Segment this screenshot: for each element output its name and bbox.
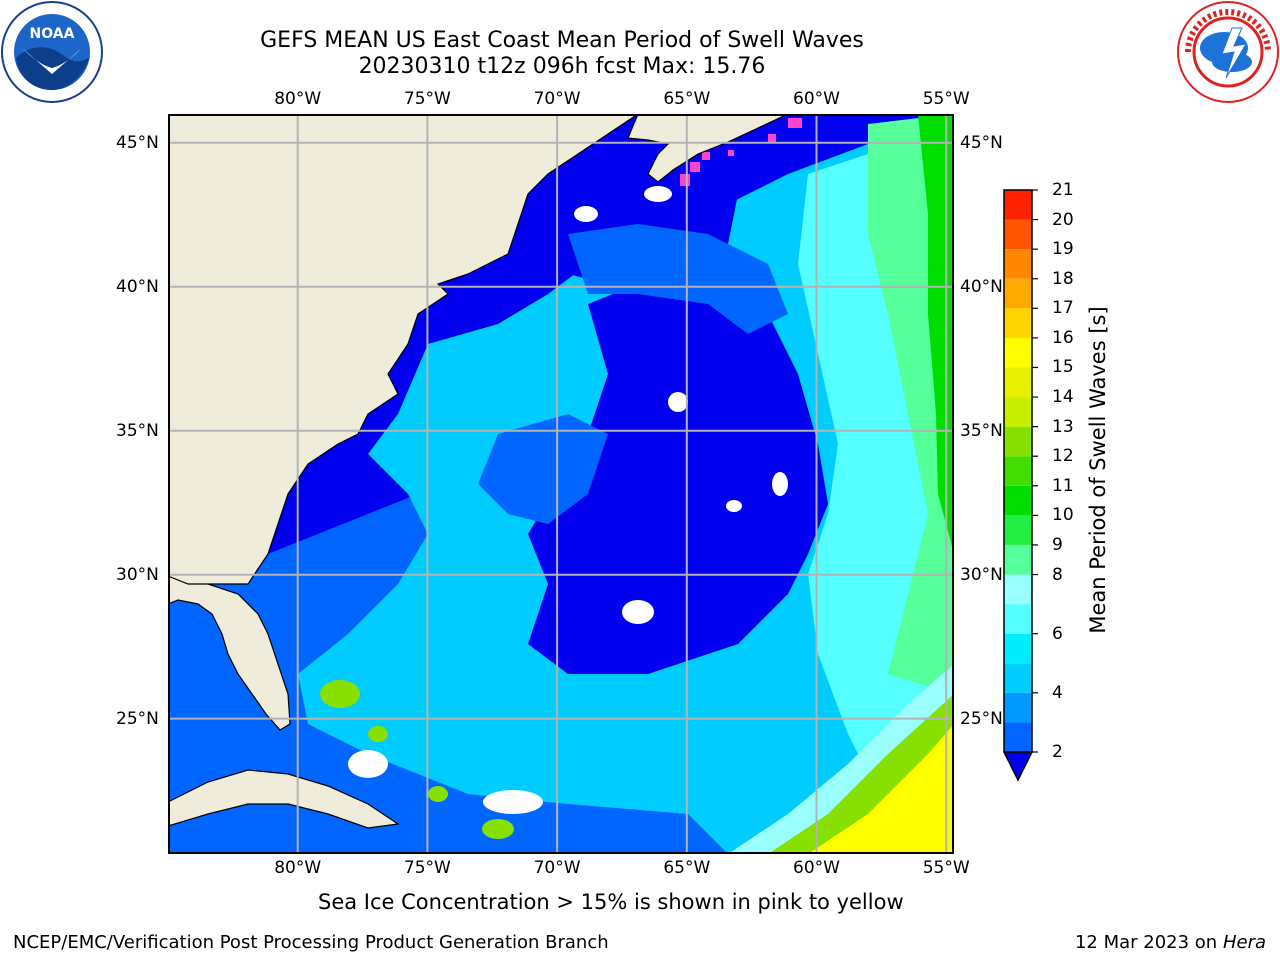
- latitude-label: 35°N: [116, 420, 159, 441]
- colorbar-tick-label: 16: [1052, 327, 1074, 348]
- latitude-label: 40°N: [116, 276, 159, 297]
- producer-credit: NCEP/EMC/Verification Post Processing Pr…: [13, 932, 609, 953]
- latitude-label: 30°N: [960, 564, 1003, 585]
- swell-band-4-6s-inner: [478, 414, 608, 524]
- map-border: [168, 114, 954, 854]
- colorbar-tick-label: 4: [1052, 682, 1063, 703]
- generation-date: 12 Mar 2023 on: [1074, 932, 1218, 953]
- latitude-label: 25°N: [116, 708, 159, 729]
- longitude-label: 65°W: [663, 858, 711, 878]
- colorbar-tick-label: 20: [1052, 209, 1074, 230]
- longitude-label: 80°W: [274, 89, 322, 109]
- colorbar-swatch: [1004, 278, 1032, 309]
- longitude-label: 75°W: [403, 89, 451, 109]
- colorbar-swatch: [1004, 249, 1032, 279]
- colorbar-swatch: [1004, 397, 1032, 427]
- colorbar-tick-label: 18: [1052, 268, 1074, 289]
- longitude-label: 70°W: [533, 858, 581, 878]
- colorbar-tick-label: 15: [1052, 357, 1074, 378]
- colorbar-swatch: [1004, 574, 1032, 605]
- colorbar-swatch: [1004, 663, 1032, 693]
- latitude-label: 45°N: [116, 132, 159, 153]
- generation-host: Hera: [1222, 932, 1266, 953]
- colorbar-swatch: [1004, 544, 1032, 575]
- colorbar-tick-label: 19: [1052, 239, 1074, 260]
- latitude-label: 25°N: [960, 708, 1003, 729]
- colorbar-tick-label: 13: [1052, 416, 1074, 437]
- swell-band-11-12s-east: [918, 114, 954, 554]
- lat-lon-grid: [168, 114, 954, 854]
- colorbar-tick-label: 17: [1052, 298, 1074, 319]
- swell-band-14-16s-southeast: [808, 724, 954, 854]
- colorbar-swatch: [1004, 337, 1032, 368]
- colorbar-tick-label: 21: [1052, 180, 1074, 200]
- colorbar-tick-label: 12: [1052, 446, 1074, 467]
- latitude-label: 30°N: [116, 564, 159, 585]
- colorbar-tick-label: 9: [1052, 534, 1063, 555]
- colorbar-extend-arrow: [1002, 751, 1034, 782]
- colorbar-swatch: [1004, 633, 1032, 664]
- map-title: GEFS MEAN US East Coast Mean Period of S…: [260, 28, 864, 53]
- colorbar-swatch: [1004, 722, 1032, 752]
- florida-land: [168, 575, 291, 731]
- missing-data-patches: [348, 186, 788, 814]
- noaa-logo-icon: NOAA: [1, 1, 103, 103]
- longitude-label: 55°W: [922, 89, 970, 109]
- swell-band-4-6s-shelf: [568, 224, 788, 334]
- colorbar-swatch: [1004, 604, 1032, 634]
- longitude-label: 75°W: [403, 858, 451, 878]
- colorbar-swatch: [1004, 426, 1032, 457]
- colorbar-swatch: [1004, 692, 1032, 723]
- generation-stamp: 12 Mar 2023 on Hera: [1075, 932, 1266, 953]
- colorbar-tick-label: 10: [1052, 505, 1074, 526]
- colorbar-tick-label: 6: [1052, 623, 1063, 644]
- colorbar-swatch: [1004, 219, 1032, 250]
- nova-scotia-land: [627, 114, 789, 183]
- colorbar-tick-label: 14: [1052, 387, 1074, 408]
- longitude-label: 60°W: [793, 858, 840, 878]
- colorbar-swatch: [1004, 485, 1032, 516]
- longitude-label: 80°W: [274, 858, 322, 878]
- cuba-land: [168, 769, 400, 829]
- swell-period-map: [168, 114, 954, 854]
- colorbar-swatch: [1004, 515, 1032, 545]
- noaa-logo-text: NOAA: [30, 26, 75, 42]
- sea-ice-caption: Sea Ice Concentration > 15% is shown in …: [318, 890, 904, 914]
- bahamas-banks: [320, 680, 514, 839]
- latitude-label: 40°N: [960, 276, 1003, 297]
- sea-ice-patches: [680, 118, 802, 186]
- longitude-label: 55°W: [922, 858, 970, 878]
- colorbar-tick-label: 11: [1052, 475, 1074, 496]
- swell-band-2-4s-central: [528, 284, 828, 674]
- colorbar-tick-label: 2: [1052, 742, 1063, 762]
- forecast-subtitle: 20230310 t12z 096h fcst Max: 15.76: [358, 54, 766, 79]
- longitude-label: 60°W: [793, 89, 840, 109]
- colorbar-swatch: [1004, 367, 1032, 398]
- longitude-label: 70°W: [533, 89, 581, 109]
- colorbar-swatch: [1004, 308, 1032, 338]
- longitude-label: 65°W: [663, 89, 711, 109]
- latitude-label: 35°N: [960, 420, 1003, 441]
- colorbar-outline: [1003, 189, 1033, 753]
- map-panel: [168, 114, 954, 854]
- colorbar-swatch: [1004, 190, 1032, 220]
- colorbar-swatch: [1004, 456, 1032, 486]
- colorbar-tick-label: 8: [1052, 564, 1063, 585]
- latitude-label: 45°N: [960, 132, 1003, 153]
- colorbar-label: Mean Period of Swell Waves [s]: [1086, 306, 1110, 634]
- nws-logo-icon: [1177, 1, 1279, 103]
